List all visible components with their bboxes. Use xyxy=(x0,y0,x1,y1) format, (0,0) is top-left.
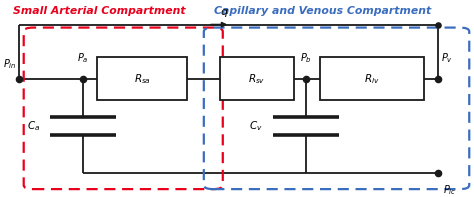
Text: $q$: $q$ xyxy=(220,7,229,19)
Point xyxy=(79,77,87,80)
Text: $R_{lv}$: $R_{lv}$ xyxy=(365,72,380,86)
Point xyxy=(15,77,23,80)
Point xyxy=(302,77,310,80)
Text: $C_a$: $C_a$ xyxy=(27,119,40,133)
Text: $P_v$: $P_v$ xyxy=(441,51,453,65)
Text: $P_{ic}$: $P_{ic}$ xyxy=(443,183,456,197)
Text: $R_{sa}$: $R_{sa}$ xyxy=(134,72,151,86)
Bar xyxy=(220,57,294,100)
Text: $C_v$: $C_v$ xyxy=(249,119,263,133)
Point xyxy=(435,172,442,175)
Point xyxy=(435,23,442,26)
Bar xyxy=(320,57,424,100)
Text: Capillary and Venous Compartment: Capillary and Venous Compartment xyxy=(214,6,431,16)
Point xyxy=(435,77,442,80)
Bar xyxy=(97,57,187,100)
Text: $P_{in}$: $P_{in}$ xyxy=(3,57,17,71)
Text: $R_{sv}$: $R_{sv}$ xyxy=(248,72,266,86)
Text: Small Arterial Compartment: Small Arterial Compartment xyxy=(13,6,186,16)
Text: $P_a$: $P_a$ xyxy=(77,51,89,65)
Text: $P_b$: $P_b$ xyxy=(300,51,311,65)
